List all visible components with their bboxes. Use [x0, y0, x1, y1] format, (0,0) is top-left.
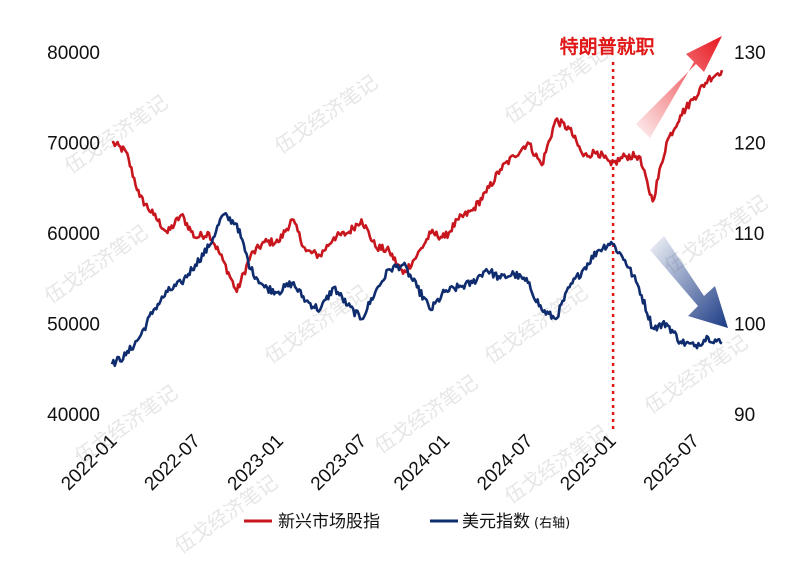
- legend-label: 美元指数 (右轴): [462, 512, 570, 532]
- watermark-text: 伍戈经济笔记: [480, 280, 592, 368]
- legend-label: 新兴市场股指: [278, 512, 380, 532]
- inauguration-annotation: 特朗普就职: [560, 35, 655, 58]
- right-tick-label: 110: [734, 224, 764, 245]
- left-tick-label: 80000: [47, 43, 100, 64]
- x-tick-label: 2022-07: [141, 431, 205, 495]
- left-tick-label: 60000: [47, 224, 100, 245]
- x-tick-label: 2025-07: [640, 431, 704, 495]
- dollar-index-line: [110, 211, 723, 368]
- left-tick-label: 70000: [47, 134, 100, 155]
- trend-up-arrow: [636, 36, 722, 138]
- legend: 新兴市场股指 美元指数 (右轴): [244, 512, 570, 532]
- right-tick-label: 130: [734, 43, 766, 64]
- left-tick-label: 40000: [47, 405, 100, 426]
- legend-note: (右轴): [534, 516, 570, 531]
- watermark-text: 伍戈经济笔记: [270, 70, 382, 158]
- right-tick-label: 100: [734, 315, 766, 336]
- x-tick-label: 2023-07: [307, 431, 371, 495]
- trend-down-arrow: [650, 236, 728, 328]
- series-layer: [110, 69, 724, 368]
- left-axis: 80000 70000 60000 50000 40000: [47, 43, 100, 426]
- right-tick-label: 120: [734, 134, 766, 155]
- left-tick-label: 50000: [47, 315, 100, 336]
- em-equity-index-line: [111, 69, 724, 294]
- right-axis: 130 120 110 100 90: [734, 43, 766, 426]
- right-tick-label: 90: [734, 405, 755, 426]
